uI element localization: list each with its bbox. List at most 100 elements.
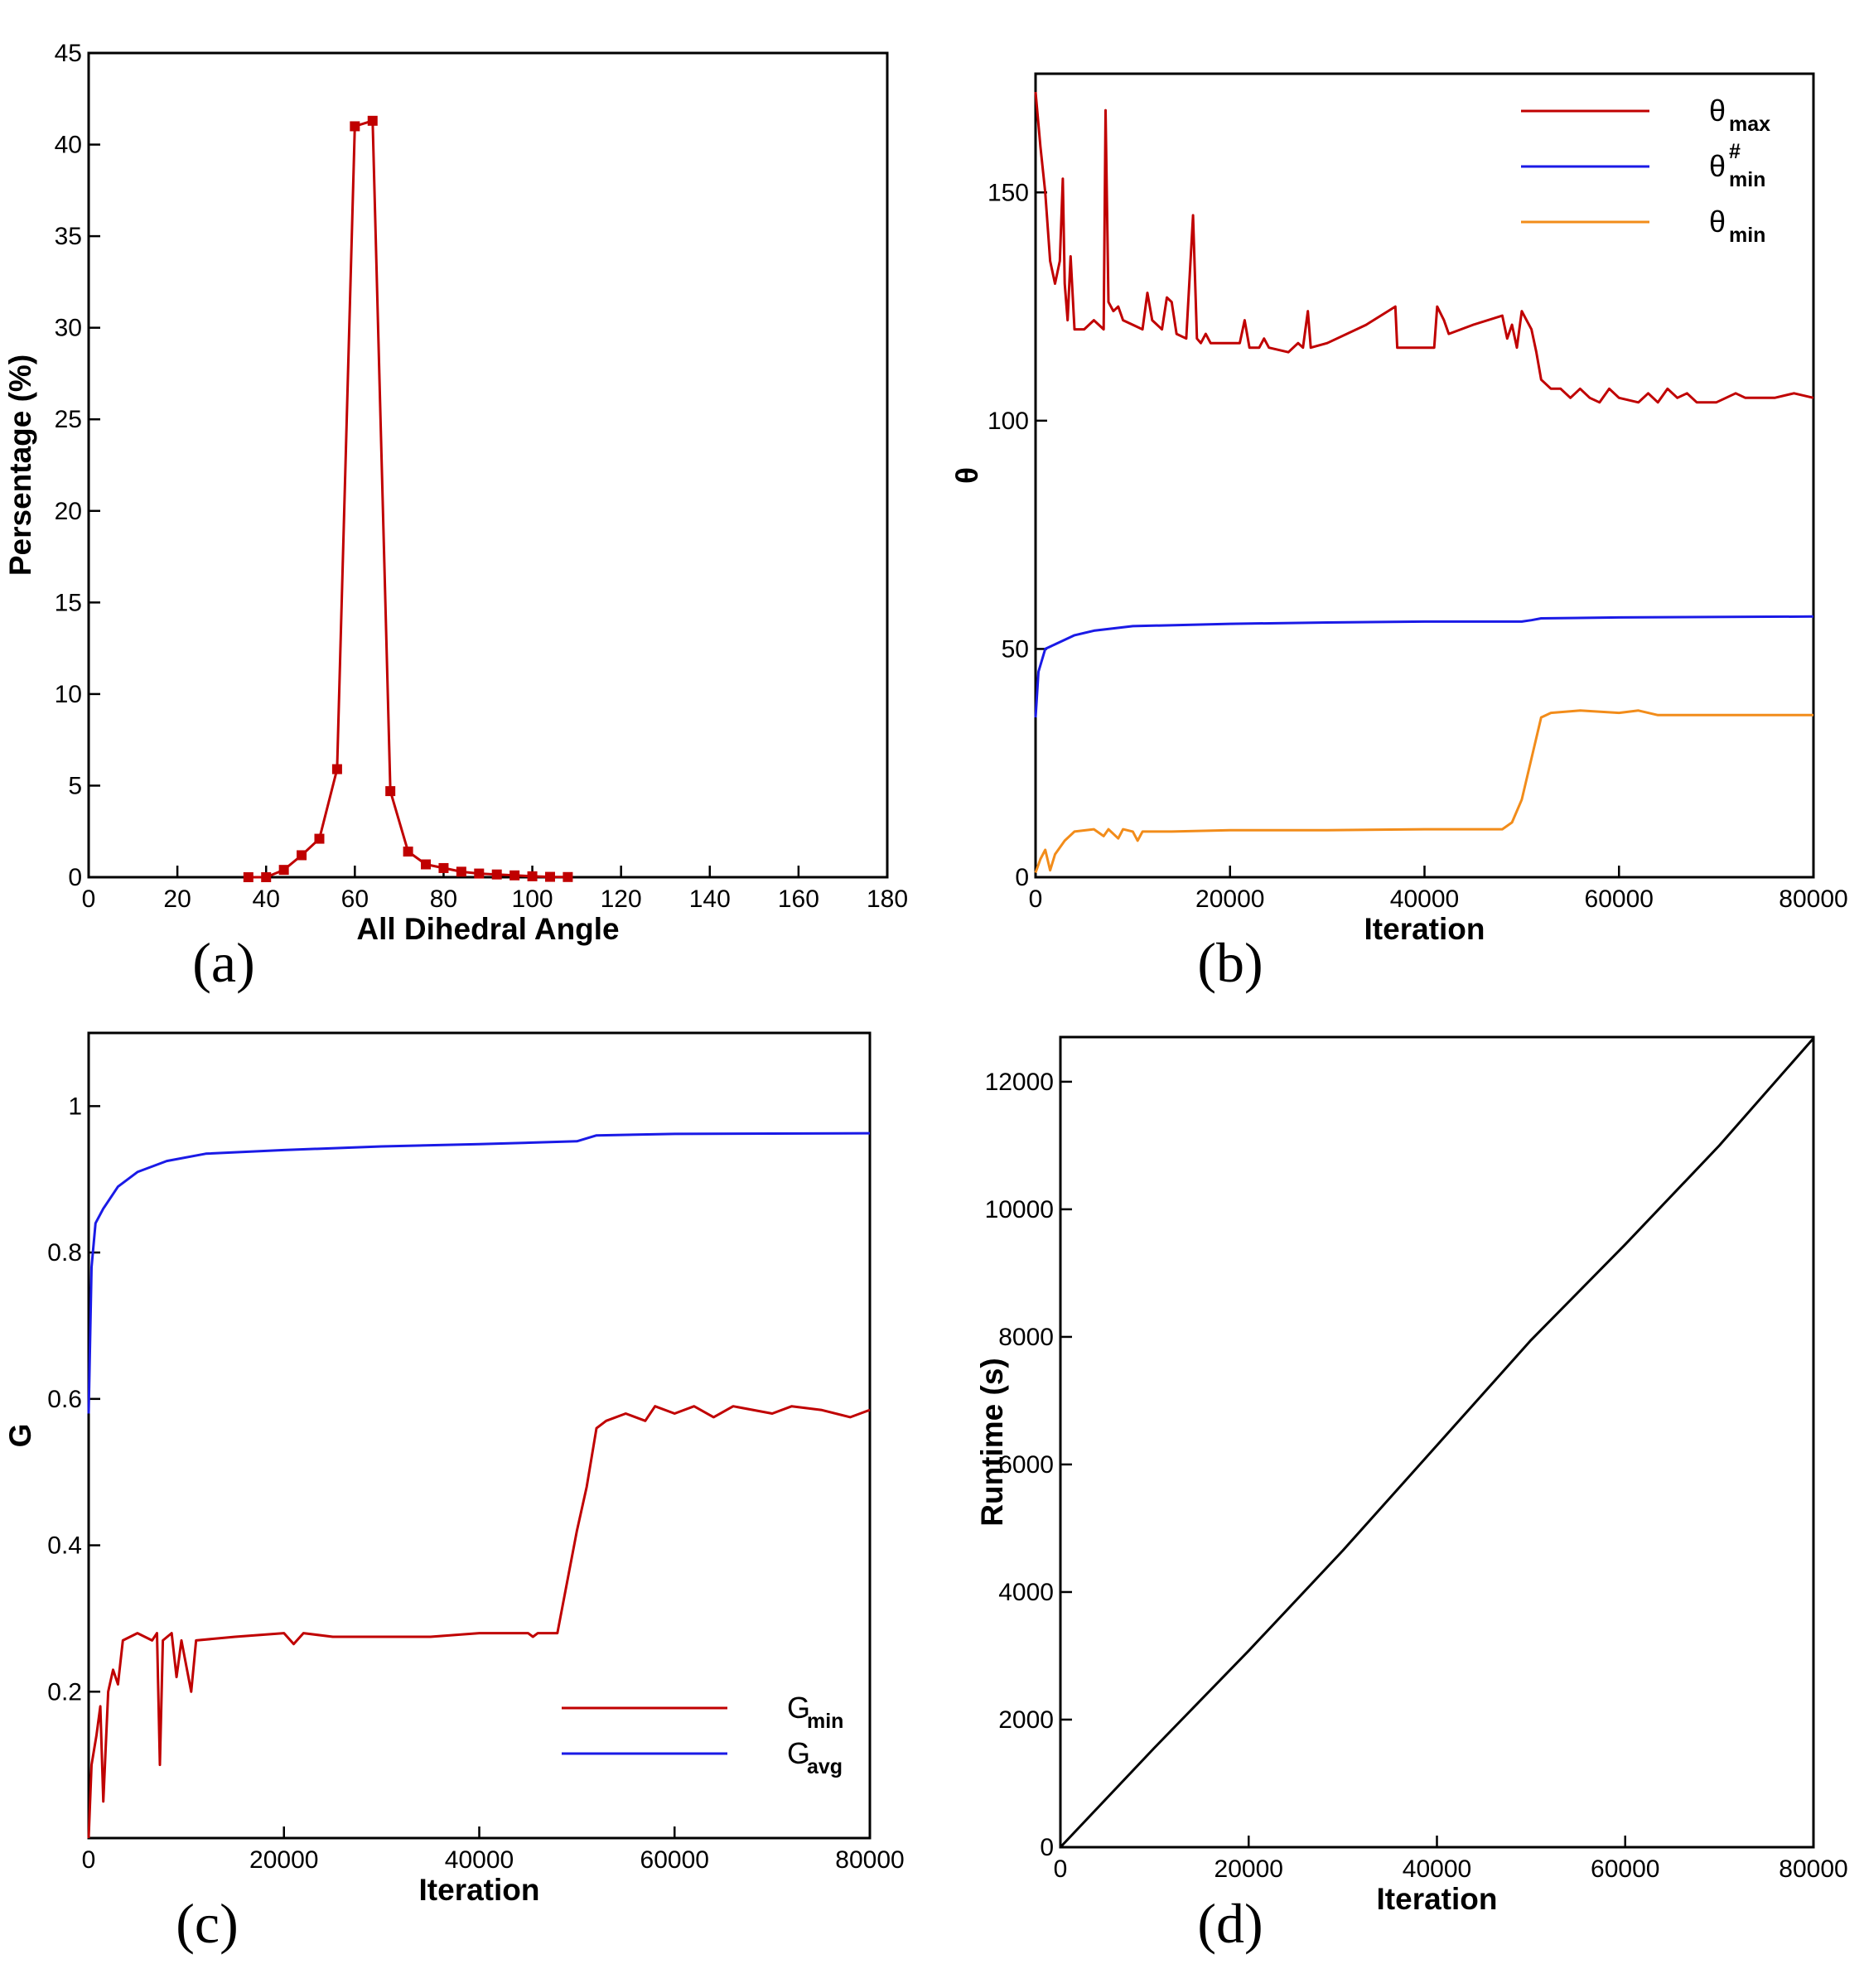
legend-symbol: θ: [1709, 205, 1726, 239]
marker: [527, 871, 538, 881]
y-tick-label: 45: [55, 40, 82, 67]
y-tick-label: 0: [1040, 1834, 1054, 1861]
legend-sub: avg: [807, 1755, 843, 1778]
marker: [403, 847, 413, 857]
legend-sub: min: [807, 1710, 843, 1733]
y-tick-label: 15: [55, 589, 82, 616]
y-tick-label: 10: [55, 681, 82, 708]
series-line: [1034, 709, 1813, 874]
y-tick-label: 100: [988, 408, 1029, 435]
x-tick-label: 40000: [445, 1846, 514, 1874]
x-tick-label: 60000: [1591, 1855, 1659, 1883]
x-tick-label: 80000: [835, 1846, 904, 1874]
x-tick-label: 80000: [1779, 885, 1847, 913]
y-tick-label: 0: [68, 864, 82, 891]
y-tick-label: 150: [988, 179, 1029, 206]
y-tick-label: 1: [68, 1093, 82, 1120]
x-tick-label: 120: [601, 885, 642, 913]
y-tick-label: 40: [55, 132, 82, 159]
marker: [438, 862, 449, 873]
marker: [243, 872, 254, 882]
x-tick-label: 60000: [640, 1846, 709, 1874]
caption: (c): [176, 1892, 238, 1955]
legend-label: θ # min: [1709, 140, 1765, 191]
x-axis-label: All Dihedral Angle: [356, 912, 619, 946]
legend-label: θ max: [1709, 94, 1770, 136]
series-line: [87, 1405, 871, 1839]
x-tick-label: 20000: [1214, 1855, 1283, 1883]
marker: [350, 121, 360, 132]
x-tick-label: 40000: [1403, 1855, 1471, 1883]
marker: [278, 865, 289, 876]
marker: [297, 850, 307, 861]
legend-symbol: G: [787, 1736, 810, 1770]
x-tick-label: 80: [430, 885, 457, 913]
legend-label: Gmin: [787, 1691, 843, 1733]
series-line: [87, 1132, 871, 1414]
x-tick-label: 0: [1029, 885, 1043, 913]
x-tick-label: 80000: [1779, 1855, 1847, 1883]
y-axis-label: G: [3, 1424, 37, 1448]
series-line: [1059, 1037, 1815, 1849]
marker: [331, 764, 342, 774]
x-tick-label: 180: [867, 885, 908, 913]
x-tick-label: 60: [341, 885, 369, 913]
legend-sup: #: [1729, 140, 1741, 163]
y-tick-label: 12000: [985, 1069, 1054, 1096]
y-tick-label: 35: [55, 223, 82, 250]
y-axis-label: θ: [950, 467, 984, 484]
x-tick-label: 20000: [249, 1846, 318, 1874]
y-tick-label: 2000: [998, 1706, 1054, 1734]
x-tick-label: 20000: [1195, 885, 1264, 913]
x-tick-label: 100: [512, 885, 553, 913]
x-tick-label: 160: [778, 885, 819, 913]
x-tick-label: 140: [689, 885, 731, 913]
x-tick-label: 40000: [1390, 885, 1459, 913]
legend-symbol: θ: [1709, 94, 1726, 128]
marker: [544, 871, 555, 882]
marker: [456, 866, 466, 877]
x-tick-label: 60000: [1585, 885, 1654, 913]
x-axis-label: Iteration: [1364, 912, 1485, 946]
marker: [509, 870, 520, 881]
x-axis-label: Iteration: [419, 1873, 540, 1907]
caption: (b): [1197, 931, 1263, 994]
y-tick-label: 5: [68, 772, 82, 799]
y-tick-label: 4000: [998, 1579, 1054, 1606]
caption: (a): [192, 931, 254, 994]
marker: [314, 833, 325, 844]
legend-label: θ min: [1709, 205, 1765, 247]
y-tick-label: 0.6: [47, 1386, 82, 1413]
y-tick-label: 30: [55, 315, 82, 342]
marker: [474, 868, 485, 879]
x-tick-label: 40: [253, 885, 280, 913]
marker: [385, 786, 396, 797]
y-axis-label: Persentage (%): [3, 355, 37, 576]
series-line: [1034, 91, 1814, 404]
legend-sub: min: [1729, 168, 1765, 191]
legend-label: Gavg: [787, 1736, 843, 1778]
y-tick-label: 20: [55, 498, 82, 525]
marker: [261, 872, 272, 882]
y-tick-label: 6000: [998, 1451, 1054, 1479]
y-tick-label: 0.4: [47, 1532, 82, 1560]
y-tick-label: 8000: [998, 1324, 1054, 1351]
plot-frame: [87, 51, 889, 879]
caption: (d): [1197, 1892, 1263, 1955]
plot-frame: [1059, 1035, 1815, 1849]
x-axis-label: Iteration: [1377, 1882, 1498, 1916]
x-tick-label: 20: [163, 885, 191, 913]
y-tick-label: 25: [55, 406, 82, 433]
y-tick-label: 0.2: [47, 1678, 82, 1706]
y-tick-label: 10000: [985, 1196, 1054, 1223]
marker: [563, 871, 573, 882]
marker: [367, 115, 378, 126]
x-tick-label: 0: [82, 1846, 96, 1874]
marker: [421, 859, 432, 870]
y-tick-label: 50: [1002, 635, 1029, 663]
y-tick-label: 0.8: [47, 1239, 82, 1267]
legend-sub: min: [1729, 224, 1765, 247]
series-line: [1034, 615, 1814, 718]
x-tick-label: 0: [1054, 1855, 1068, 1883]
